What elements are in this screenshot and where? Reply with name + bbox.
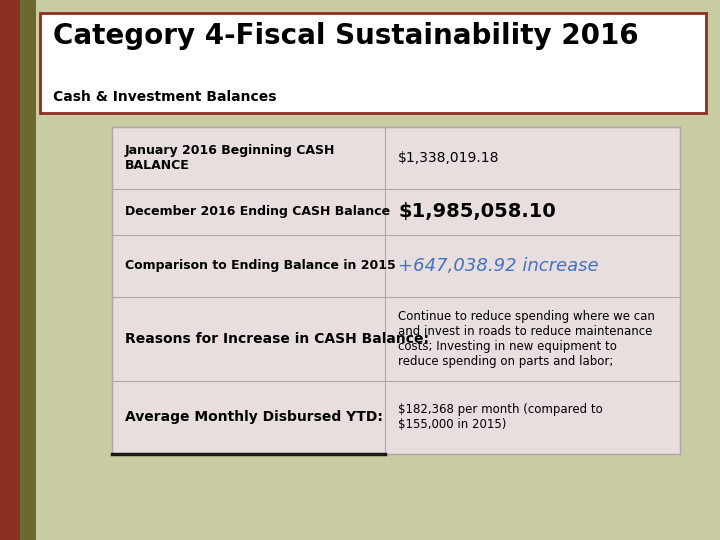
Text: Average Monthly Disbursed YTD:: Average Monthly Disbursed YTD: [125, 410, 382, 424]
Text: $182,368 per month (compared to
$155,000 in 2015): $182,368 per month (compared to $155,000… [398, 403, 603, 431]
Text: Comparison to Ending Balance in 2015: Comparison to Ending Balance in 2015 [125, 259, 395, 273]
Text: January 2016 Beginning CASH
BALANCE: January 2016 Beginning CASH BALANCE [125, 144, 335, 172]
Text: Reasons for Increase in CASH Balance:: Reasons for Increase in CASH Balance: [125, 332, 428, 346]
Text: Category 4-Fiscal Sustainability 2016: Category 4-Fiscal Sustainability 2016 [53, 22, 638, 50]
Bar [112, 127, 680, 454]
Text: Cash & Investment Balances: Cash & Investment Balances [53, 90, 276, 104]
Text: $1,338,019.18: $1,338,019.18 [398, 151, 500, 165]
Text: $1,985,058.10: $1,985,058.10 [398, 202, 556, 221]
Text: +647,038.92 increase: +647,038.92 increase [398, 257, 599, 275]
Text: Continue to reduce spending where we can
and invest in roads to reduce maintenan: Continue to reduce spending where we can… [398, 310, 655, 368]
Text: December 2016 Ending CASH Balance: December 2016 Ending CASH Balance [125, 205, 390, 219]
Bar [40, 14, 706, 113]
